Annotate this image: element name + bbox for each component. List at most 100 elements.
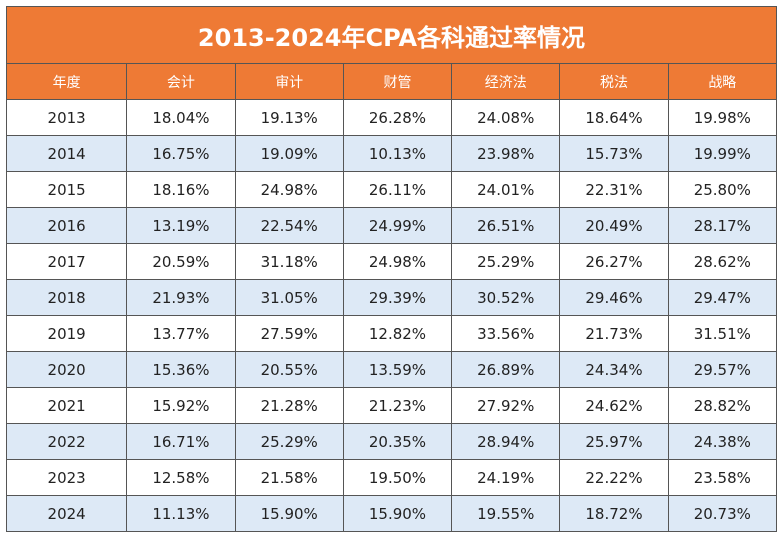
pass-rate-cell: 24.38% xyxy=(667,423,778,460)
pass-rate-cell: 22.54% xyxy=(234,207,344,244)
pass-rate-cell: 16.75% xyxy=(126,135,236,172)
table-row: 2021 15.92% 21.28% 21.23% 27.92% 24.62% 28.82% xyxy=(5,387,778,424)
year-cell: 2015 xyxy=(5,171,128,208)
pass-rate-cell: 12.58% xyxy=(126,459,236,496)
pass-rate-cell: 20.49% xyxy=(559,207,669,244)
year-cell: 2019 xyxy=(5,315,128,352)
pass-rate-cell: 20.73% xyxy=(667,495,778,532)
pass-rate-cell: 33.56% xyxy=(451,315,561,352)
year-cell: 2013 xyxy=(5,99,128,136)
pass-rate-table: 2013-2024年CPA各科通过率情况 年度 会计 审计 财管 经济法 税法 战略 201… xyxy=(5,6,778,532)
year-cell: 2014 xyxy=(5,135,128,172)
table-row: 2015 18.16% 24.98% 26.11% 24.01% 22.31% 25.80% xyxy=(5,171,778,208)
pass-rate-cell: 25.29% xyxy=(234,423,344,460)
column-header-subject: 经济法 xyxy=(451,63,561,100)
table-row: 2014 16.75% 19.09% 10.13% 23.98% 15.73% 19.99% xyxy=(5,135,778,172)
column-header-subject: 审计 xyxy=(234,63,344,100)
pass-rate-cell: 22.22% xyxy=(559,459,669,496)
pass-rate-cell: 21.58% xyxy=(234,459,344,496)
pass-rate-cell: 26.27% xyxy=(559,243,669,280)
pass-rate-cell: 13.59% xyxy=(342,351,453,388)
title-row: 2013-2024年CPA各科通过率情况 xyxy=(6,6,777,64)
pass-rate-cell: 26.51% xyxy=(451,207,561,244)
pass-rate-cell: 19.50% xyxy=(342,459,453,496)
year-cell: 2020 xyxy=(5,351,128,388)
pass-rate-cell: 25.97% xyxy=(559,423,669,460)
table-row: 2018 21.93% 31.05% 29.39% 30.52% 29.46% 29.47% xyxy=(5,279,778,316)
pass-rate-cell: 28.94% xyxy=(451,423,561,460)
table-row: 2024 11.13% 15.90% 15.90% 19.55% 18.72% 20.73% xyxy=(5,495,778,532)
pass-rate-cell: 21.28% xyxy=(234,387,344,424)
column-header-subject: 战略 xyxy=(667,63,778,100)
pass-rate-cell: 28.82% xyxy=(667,387,778,424)
pass-rate-cell: 13.19% xyxy=(126,207,236,244)
pass-rate-cell: 30.52% xyxy=(451,279,561,316)
pass-rate-cell: 22.31% xyxy=(559,171,669,208)
pass-rate-cell: 31.05% xyxy=(234,279,344,316)
pass-rate-cell: 24.98% xyxy=(234,171,344,208)
year-cell: 2021 xyxy=(5,387,128,424)
year-cell: 2024 xyxy=(5,495,128,532)
year-cell: 2018 xyxy=(5,279,128,316)
pass-rate-cell: 13.77% xyxy=(126,315,236,352)
pass-rate-cell: 20.35% xyxy=(342,423,453,460)
pass-rate-cell: 19.09% xyxy=(234,135,344,172)
pass-rate-cell: 10.13% xyxy=(342,135,453,172)
table-title: 2013-2024年CPA各科通过率情况 xyxy=(6,6,777,64)
pass-rate-cell: 15.73% xyxy=(559,135,669,172)
pass-rate-cell: 15.90% xyxy=(234,495,344,532)
column-header-subject: 会计 xyxy=(126,63,236,100)
year-cell: 2022 xyxy=(5,423,128,460)
pass-rate-cell: 19.98% xyxy=(667,99,778,136)
pass-rate-cell: 31.18% xyxy=(234,243,344,280)
year-cell: 2017 xyxy=(5,243,128,280)
pass-rate-cell: 24.62% xyxy=(559,387,669,424)
pass-rate-cell: 15.36% xyxy=(126,351,236,388)
column-header-subject: 财管 xyxy=(342,63,453,100)
pass-rate-cell: 28.17% xyxy=(667,207,778,244)
pass-rate-cell: 23.98% xyxy=(451,135,561,172)
pass-rate-cell: 23.58% xyxy=(667,459,778,496)
header-row: 年度 会计 审计 财管 经济法 税法 战略 xyxy=(5,63,778,100)
column-header-year: 年度 xyxy=(5,63,128,100)
pass-rate-cell: 26.89% xyxy=(451,351,561,388)
pass-rate-cell: 25.29% xyxy=(451,243,561,280)
pass-rate-cell: 24.98% xyxy=(342,243,453,280)
pass-rate-cell: 29.47% xyxy=(667,279,778,316)
pass-rate-cell: 18.16% xyxy=(126,171,236,208)
pass-rate-cell: 24.08% xyxy=(451,99,561,136)
table-row: 2019 13.77% 27.59% 12.82% 33.56% 21.73% 31.51% xyxy=(5,315,778,352)
table-row: 2017 20.59% 31.18% 24.98% 25.29% 26.27% 28.62% xyxy=(5,243,778,280)
pass-rate-cell: 18.72% xyxy=(559,495,669,532)
pass-rate-cell: 16.71% xyxy=(126,423,236,460)
pass-rate-cell: 15.92% xyxy=(126,387,236,424)
pass-rate-cell: 19.99% xyxy=(667,135,778,172)
pass-rate-cell: 20.55% xyxy=(234,351,344,388)
pass-rate-cell: 24.01% xyxy=(451,171,561,208)
pass-rate-cell: 26.11% xyxy=(342,171,453,208)
pass-rate-cell: 19.55% xyxy=(451,495,561,532)
pass-rate-cell: 31.51% xyxy=(667,315,778,352)
pass-rate-cell: 18.64% xyxy=(559,99,669,136)
pass-rate-cell: 24.19% xyxy=(451,459,561,496)
table-row: 2016 13.19% 22.54% 24.99% 26.51% 20.49% 28.17% xyxy=(5,207,778,244)
year-cell: 2023 xyxy=(5,459,128,496)
pass-rate-cell: 21.23% xyxy=(342,387,453,424)
year-cell: 2016 xyxy=(5,207,128,244)
pass-rate-cell: 18.04% xyxy=(126,99,236,136)
pass-rate-cell: 27.92% xyxy=(451,387,561,424)
pass-rate-cell: 28.62% xyxy=(667,243,778,280)
table-row: 2022 16.71% 25.29% 20.35% 28.94% 25.97% 24.38% xyxy=(5,423,778,460)
table-row: 2013 18.04% 19.13% 26.28% 24.08% 18.64% 19.98% xyxy=(5,99,778,136)
pass-rate-cell: 29.39% xyxy=(342,279,453,316)
table-body: 2013 18.04% 19.13% 26.28% 24.08% 18.64% 19.98%… xyxy=(5,99,778,532)
pass-rate-cell: 27.59% xyxy=(234,315,344,352)
pass-rate-cell: 29.46% xyxy=(559,279,669,316)
pass-rate-cell: 19.13% xyxy=(234,99,344,136)
table-row: 2020 15.36% 20.55% 13.59% 26.89% 24.34% 29.57% xyxy=(5,351,778,388)
pass-rate-table-container: 2013-2024年CPA各科通过率情况 年度 会计 审计 财管 经济法 税法 战略 201… xyxy=(5,6,778,532)
pass-rate-cell: 11.13% xyxy=(126,495,236,532)
pass-rate-cell: 24.34% xyxy=(559,351,669,388)
pass-rate-cell: 15.90% xyxy=(342,495,453,532)
pass-rate-cell: 29.57% xyxy=(667,351,778,388)
